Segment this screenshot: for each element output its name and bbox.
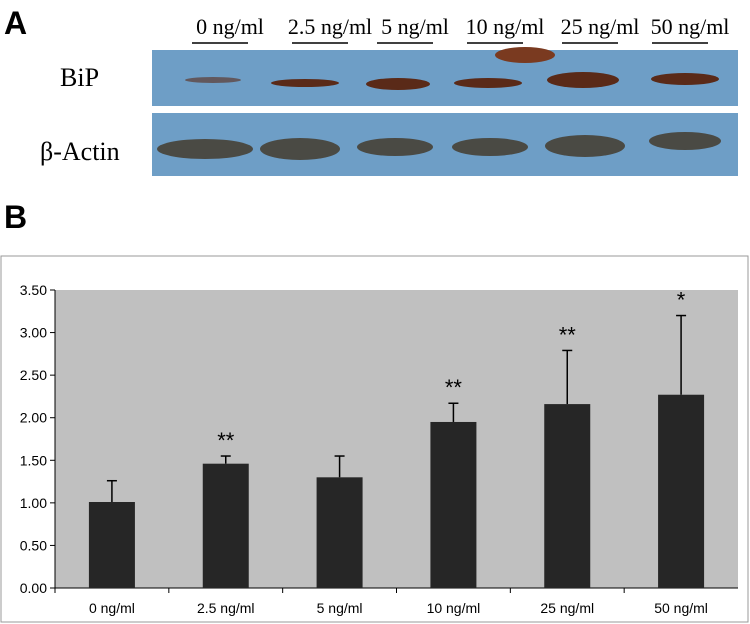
lane-label: 10 ng/ml bbox=[466, 14, 545, 39]
y-tick-label: 3.00 bbox=[20, 325, 47, 341]
bar bbox=[202, 463, 249, 588]
bar bbox=[658, 394, 705, 588]
blot-band bbox=[357, 138, 433, 156]
significance-label: ** bbox=[445, 375, 463, 400]
blot-band bbox=[260, 138, 340, 160]
y-tick-label: 0.00 bbox=[20, 580, 47, 596]
blot-band bbox=[366, 78, 430, 90]
y-tick-label: 2.50 bbox=[20, 367, 47, 383]
blot-band bbox=[157, 139, 253, 159]
row-label: β-Actin bbox=[40, 137, 120, 166]
y-tick-label: 1.00 bbox=[20, 495, 47, 511]
blot-band bbox=[651, 73, 719, 85]
y-tick-label: 2.00 bbox=[20, 410, 47, 426]
blot-strip bbox=[152, 113, 738, 176]
y-tick-label: 0.50 bbox=[20, 537, 47, 553]
x-tick-label: 50 ng/ml bbox=[654, 600, 708, 616]
x-tick-label: 2.5 ng/ml bbox=[197, 600, 255, 616]
y-tick-label: 1.50 bbox=[20, 452, 47, 468]
blot-strip bbox=[152, 50, 738, 106]
lane-label: 2.5 ng/ml bbox=[288, 14, 372, 39]
chart-frame bbox=[0, 255, 749, 623]
x-tick-label: 25 ng/ml bbox=[540, 600, 594, 616]
bar bbox=[88, 502, 135, 588]
bar bbox=[544, 404, 591, 588]
bar bbox=[316, 477, 363, 588]
y-tick-label: 3.50 bbox=[20, 282, 47, 298]
blot-band bbox=[185, 77, 241, 83]
panel-label: A bbox=[4, 5, 27, 41]
blot-band bbox=[454, 78, 522, 88]
bar bbox=[430, 421, 477, 588]
bip-bands bbox=[185, 72, 719, 90]
x-tick-label: 5 ng/ml bbox=[317, 600, 363, 616]
blot-band bbox=[545, 135, 625, 157]
x-tick-label: 10 ng/ml bbox=[427, 600, 481, 616]
lane-label: 25 ng/ml bbox=[561, 14, 640, 39]
blot-band bbox=[495, 47, 555, 63]
row-label: BiP bbox=[60, 63, 99, 92]
blot-band bbox=[271, 79, 339, 87]
lane-label: 0 ng/ml bbox=[196, 14, 264, 39]
actin-bands bbox=[157, 132, 721, 160]
blot-band bbox=[649, 132, 721, 150]
lane-label: 5 ng/ml bbox=[381, 14, 449, 39]
significance-label: ** bbox=[559, 322, 577, 347]
plot-area bbox=[55, 290, 738, 588]
lane-label: 50 ng/ml bbox=[651, 14, 730, 39]
blot-band bbox=[547, 72, 619, 88]
blot-band bbox=[452, 138, 528, 156]
significance-label: ** bbox=[217, 428, 235, 453]
panel-label: B bbox=[4, 199, 27, 235]
significance-label: * bbox=[677, 288, 686, 313]
x-tick-label: 0 ng/ml bbox=[89, 600, 135, 616]
